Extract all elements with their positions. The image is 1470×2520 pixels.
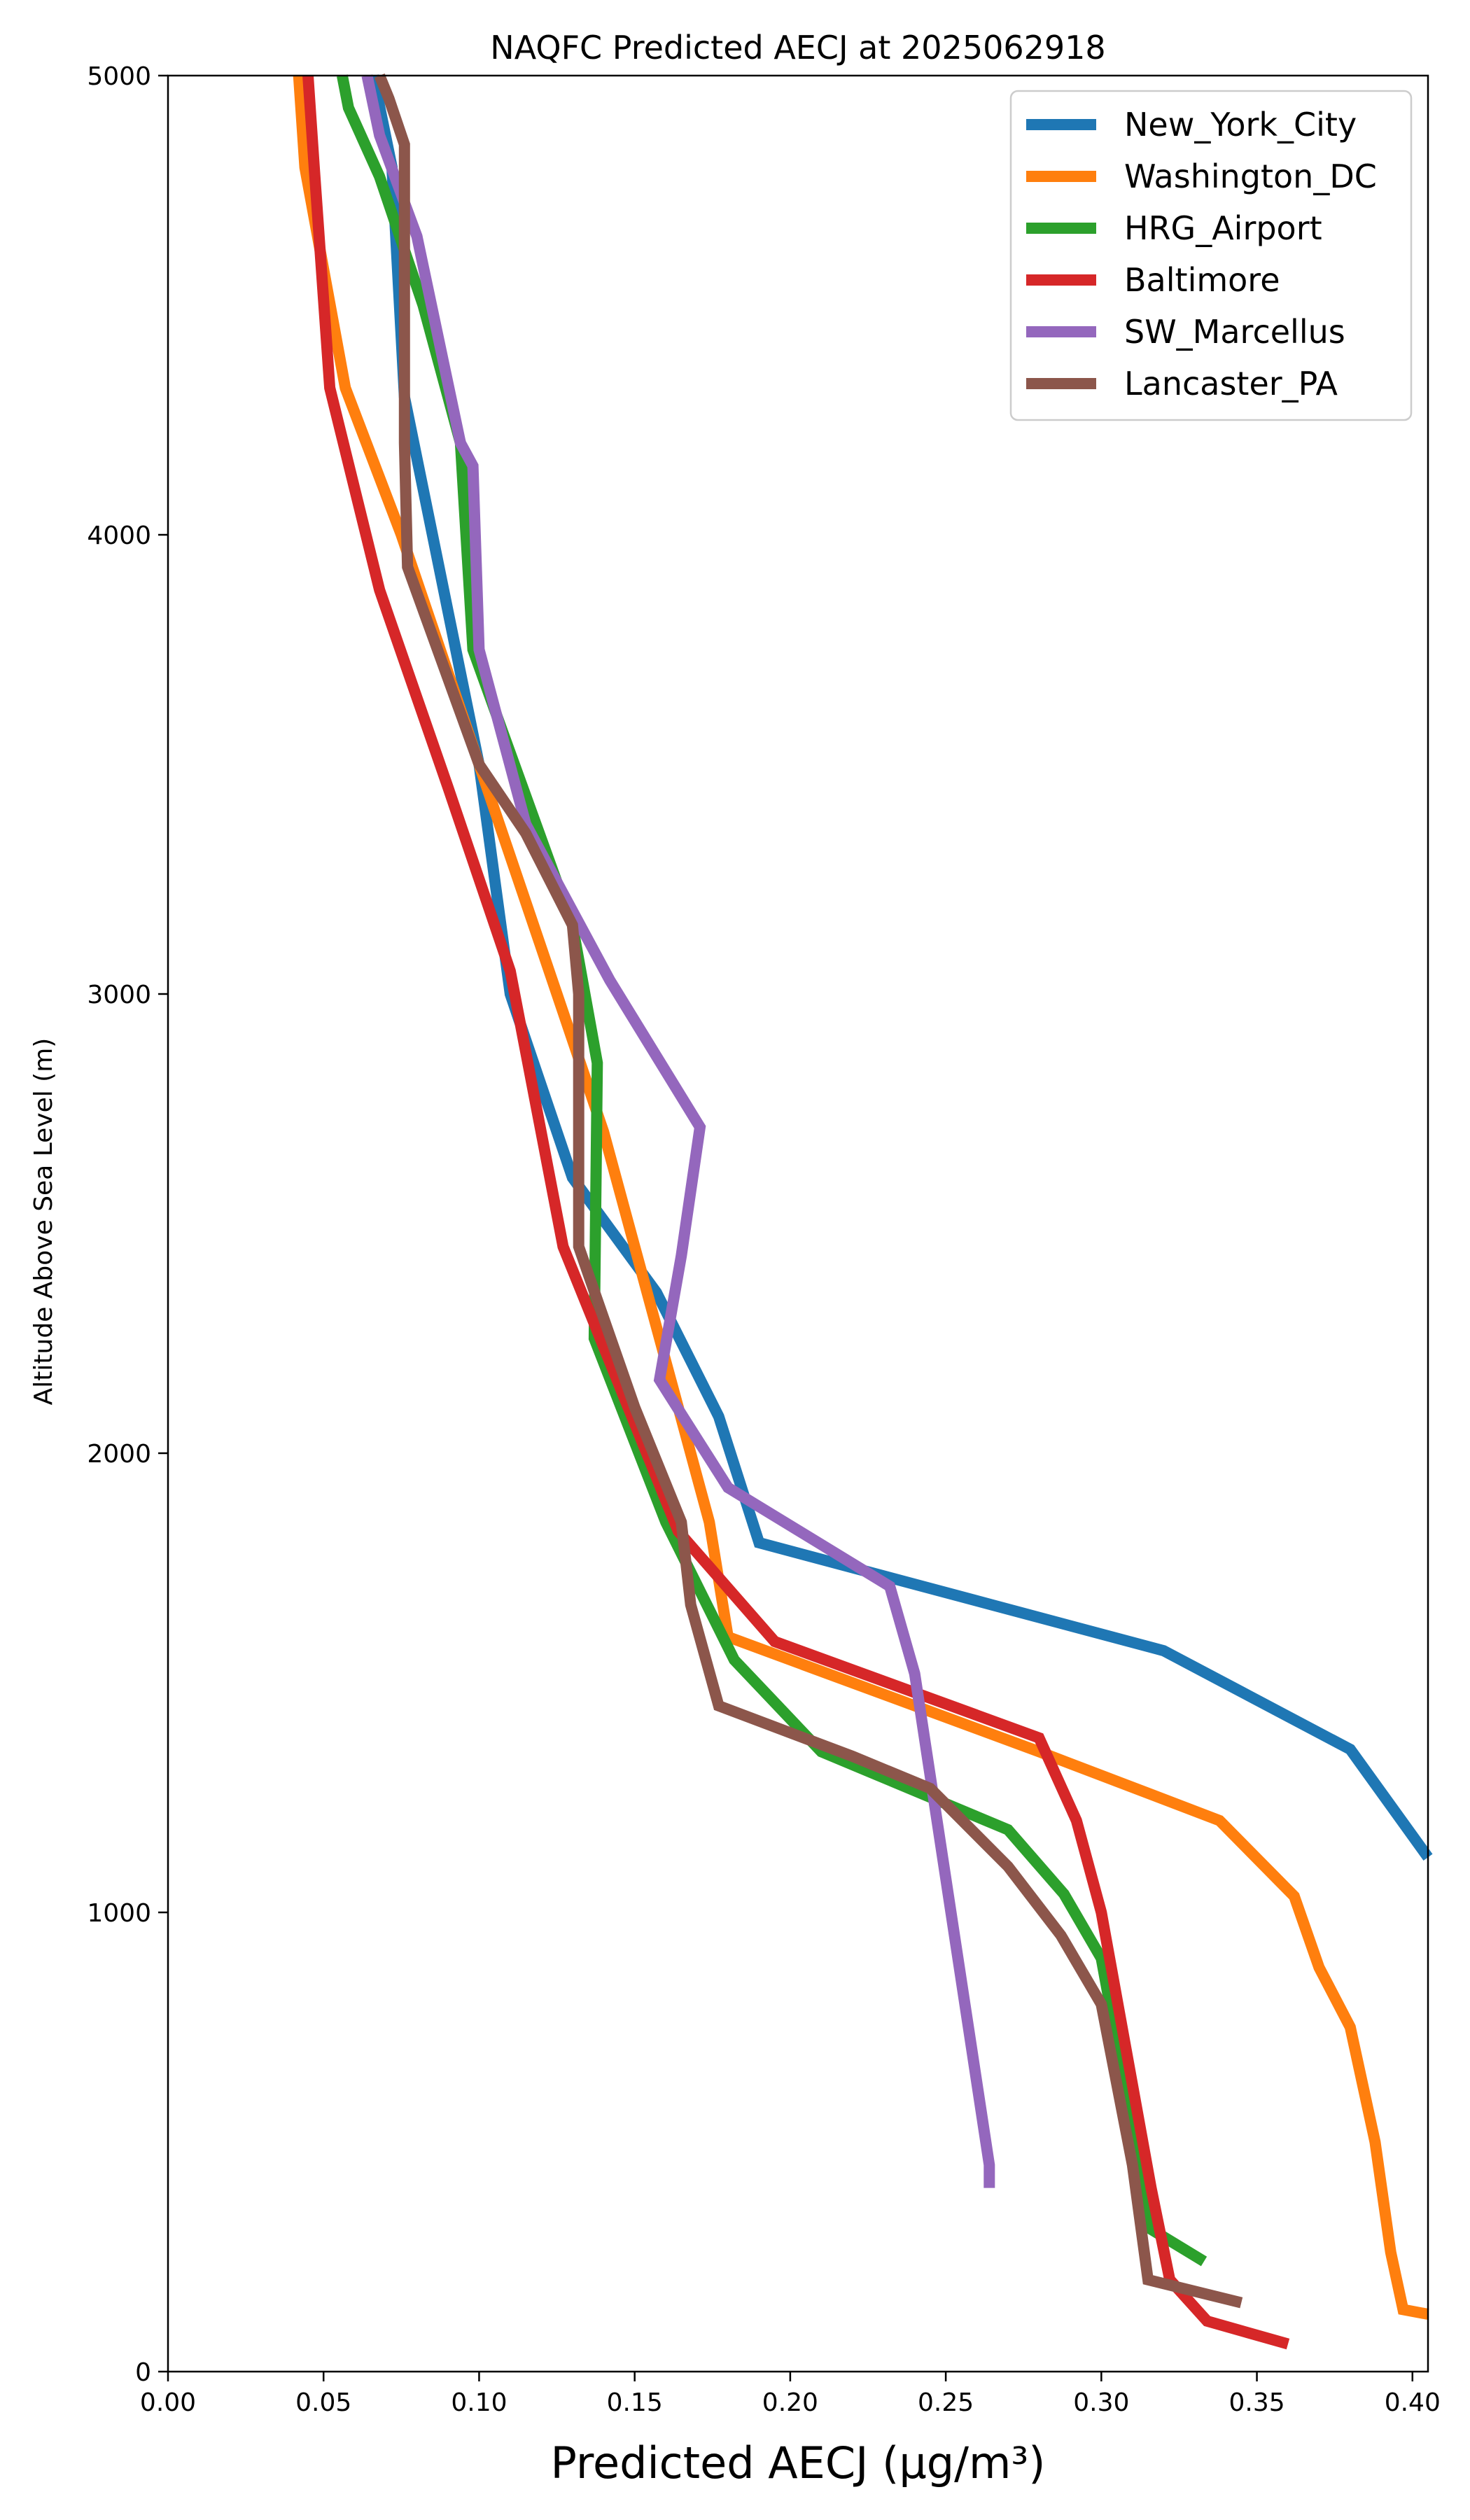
x-tick-label: 0.35 <box>1228 2388 1284 2417</box>
x-tick-label: 0.25 <box>918 2388 974 2417</box>
series-layer <box>293 73 1433 2350</box>
x-tick-label: 0.40 <box>1385 2388 1441 2417</box>
legend-label-sw-marcellus: SW_Marcellus <box>1124 313 1345 351</box>
x-tick-label: 0.05 <box>295 2388 351 2417</box>
legend-label-baltimore: Baltimore <box>1124 261 1280 299</box>
x-axis-ticks: 0.00 0.05 0.10 0.15 0.20 0.25 0.30 0.35 0.40 <box>140 2372 1441 2417</box>
y-axis-title: Altitude Above Sea Level (m) <box>29 1038 58 1406</box>
chart-title: NAQFC Predicted AECJ at 2025062918 <box>490 29 1105 66</box>
x-tick-label: 0.20 <box>762 2388 818 2417</box>
x-tick-label: 0.10 <box>451 2388 507 2417</box>
legend-label-hrg-airport: HRG_Airport <box>1124 209 1322 247</box>
series-line-sw-marcellus <box>361 74 995 2188</box>
legend: New_York_City Washington_DC HRG_Airport Bal… <box>1009 90 1413 421</box>
y-tick-label: 5000 <box>87 62 151 91</box>
legend-label-new-york-city: New_York_City <box>1124 106 1357 144</box>
x-axis-title: Predicted AECJ (μg/m³) <box>551 2437 1046 2488</box>
x-tick-label: 0.30 <box>1073 2388 1129 2417</box>
legend-frame <box>1009 90 1413 421</box>
y-axis-ticks: 0 1000 2000 3000 4000 5000 <box>87 62 168 2387</box>
legend-items: New_York_City Washington_DC HRG_Airport Bal… <box>1026 106 1377 402</box>
y-tick-label: 2000 <box>87 1440 151 1469</box>
x-tick-label: 0.15 <box>607 2388 663 2417</box>
x-tick-label: 0.00 <box>140 2388 196 2417</box>
legend-label-washington-dc: Washington_DC <box>1124 158 1377 195</box>
y-tick-label: 3000 <box>87 981 151 1009</box>
y-tick-label: 1000 <box>87 1899 151 1928</box>
y-tick-label: 4000 <box>87 522 151 550</box>
legend-label-lancaster-pa: Lancaster_PA <box>1124 365 1338 402</box>
y-tick-label: 0 <box>135 2358 151 2387</box>
plot-frame <box>167 74 1429 2373</box>
series-line-lancaster-pa <box>374 73 1243 2309</box>
series-line-baltimore <box>302 75 1290 2350</box>
